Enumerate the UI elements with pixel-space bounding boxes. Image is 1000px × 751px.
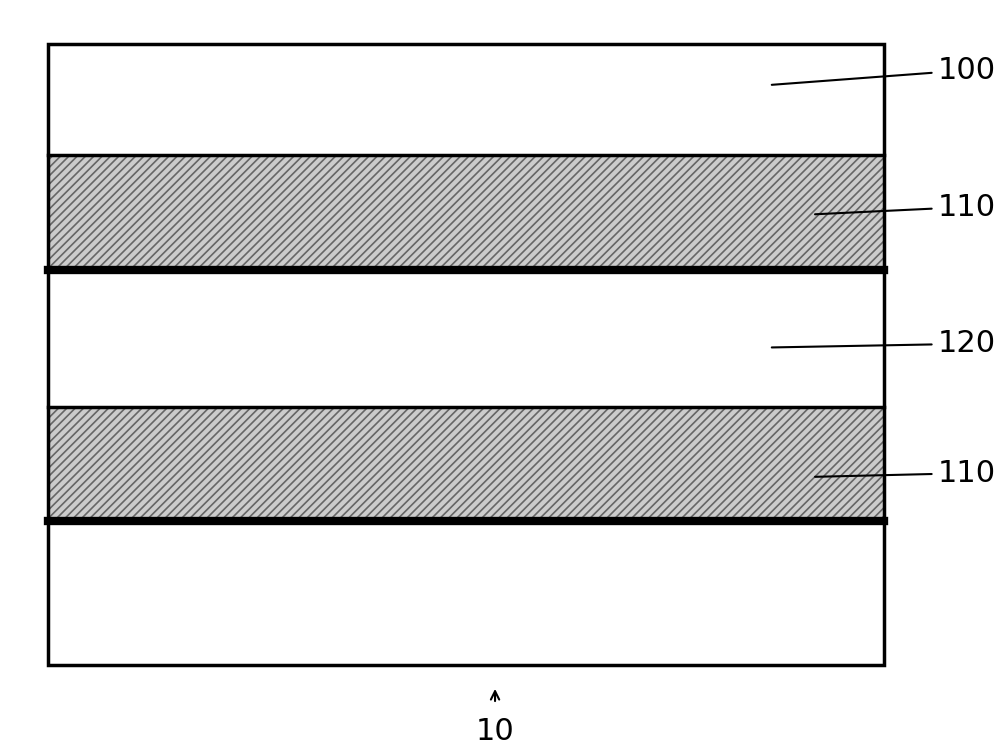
Bar [48, 406, 884, 521]
Text: 10: 10 [476, 717, 514, 746]
Text: 110: 110 [815, 192, 995, 222]
Text: 120: 120 [772, 329, 995, 358]
Text: 100: 100 [772, 56, 995, 85]
Bar [48, 155, 884, 270]
Bar [48, 44, 884, 665]
Text: 110: 110 [815, 459, 995, 487]
